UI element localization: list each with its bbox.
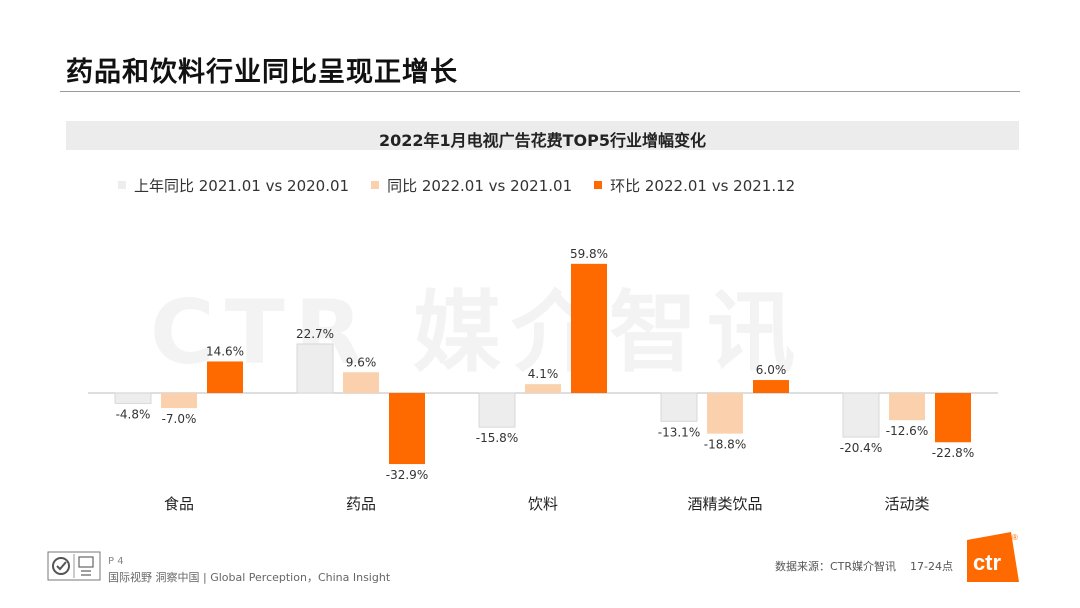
- watermark-text: CTR 媒介智讯: [150, 281, 806, 384]
- data-label-酒精类饮品-series-2: 6.0%: [756, 363, 787, 377]
- bar-活动类-series-1: [889, 393, 925, 421]
- bar-酒精类饮品-series-0: [660, 392, 698, 422]
- legend-label-mom: 环比 2022.01 vs 2021.12: [610, 176, 796, 195]
- bar-活动类-series-0: [842, 392, 880, 438]
- data-label-食品-series-1: -7.0%: [162, 412, 197, 426]
- bar-酒精类饮品-series-2: [753, 380, 789, 393]
- legend-item-mom: 环比 2022.01 vs 2021.12: [594, 175, 795, 196]
- bar-药品-series-2: [389, 393, 425, 465]
- legend-swatch-mom: [594, 181, 603, 189]
- legend-item-yoy-last-year: 上年同比 2021.01 vs 2020.01: [118, 175, 349, 196]
- certification-logo-icon: [47, 551, 101, 581]
- data-label-活动类-series-0: -20.4%: [840, 441, 882, 455]
- data-label-药品-series-0: 22.7%: [296, 327, 334, 341]
- data-label-食品-series-2: 14.6%: [206, 344, 244, 358]
- bar-食品-series-1: [161, 393, 197, 409]
- category-label-食品: 食品: [164, 495, 194, 513]
- data-label-药品-series-2: -32.9%: [386, 468, 428, 482]
- bar-酒精类饮品-series-1: [707, 393, 743, 434]
- data-label-饮料-series-1: 4.1%: [528, 367, 559, 381]
- chart-title: 2022年1月电视广告花费TOP5行业增幅变化: [378, 131, 707, 150]
- legend-swatch-yoy: [371, 181, 380, 189]
- registered-mark: ®: [1012, 533, 1018, 542]
- legend-label-yoy-last-year: 上年同比 2021.01 vs 2020.01: [134, 176, 350, 195]
- bar-饮料-series-0: [478, 392, 516, 428]
- data-label-饮料-series-2: 59.8%: [570, 247, 608, 261]
- ctr-logo: ctr ®: [967, 532, 1019, 582]
- data-source: 数据来源：CTR媒介智讯: [775, 560, 897, 573]
- page-number: P 4: [108, 556, 124, 567]
- data-label-食品-series-0: -4.8%: [116, 407, 151, 421]
- data-label-活动类-series-1: -12.6%: [886, 424, 928, 438]
- data-label-酒精类饮品-series-0: -13.1%: [658, 425, 700, 439]
- data-label-活动类-series-2: -22.8%: [932, 446, 974, 460]
- category-label-药品: 药品: [346, 495, 376, 513]
- time-slot: 17-24点: [910, 560, 953, 573]
- bar-药品-series-0: [296, 343, 334, 394]
- bar-食品-series-0: [114, 392, 152, 404]
- data-label-酒精类饮品-series-1: -18.8%: [704, 438, 746, 452]
- legend-item-yoy: 同比 2022.01 vs 2021.01: [371, 175, 572, 196]
- legend-swatch-yoy-last-year: [118, 181, 126, 189]
- page-title: 药品和饮料行业同比呈现正增长: [66, 57, 458, 88]
- data-label-药品-series-1: 9.6%: [346, 355, 377, 369]
- ctr-logo-text: ctr: [973, 550, 1002, 575]
- category-label-酒精类饮品: 酒精类饮品: [687, 495, 762, 513]
- bar-饮料-series-2: [571, 263, 607, 393]
- category-label-活动类: 活动类: [884, 495, 929, 513]
- category-label-饮料: 饮料: [528, 495, 558, 513]
- chart-title-banner: 2022年1月电视广告花费TOP5行业增幅变化: [66, 121, 1019, 150]
- bar-药品-series-1: [343, 372, 379, 393]
- chart-legend: 上年同比 2021.01 vs 2020.01 同比 2022.01 vs 20…: [118, 175, 817, 195]
- bar-饮料-series-1: [525, 384, 561, 393]
- data-label-饮料-series-0: -15.8%: [476, 431, 518, 445]
- footer-tagline: 国际视野 洞察中国 | Global Perception，China Insi…: [108, 571, 391, 584]
- title-divider: [60, 91, 1020, 92]
- bar-食品-series-2: [207, 361, 243, 393]
- bar-活动类-series-2: [935, 393, 971, 443]
- legend-label-yoy: 同比 2022.01 vs 2021.01: [387, 176, 573, 195]
